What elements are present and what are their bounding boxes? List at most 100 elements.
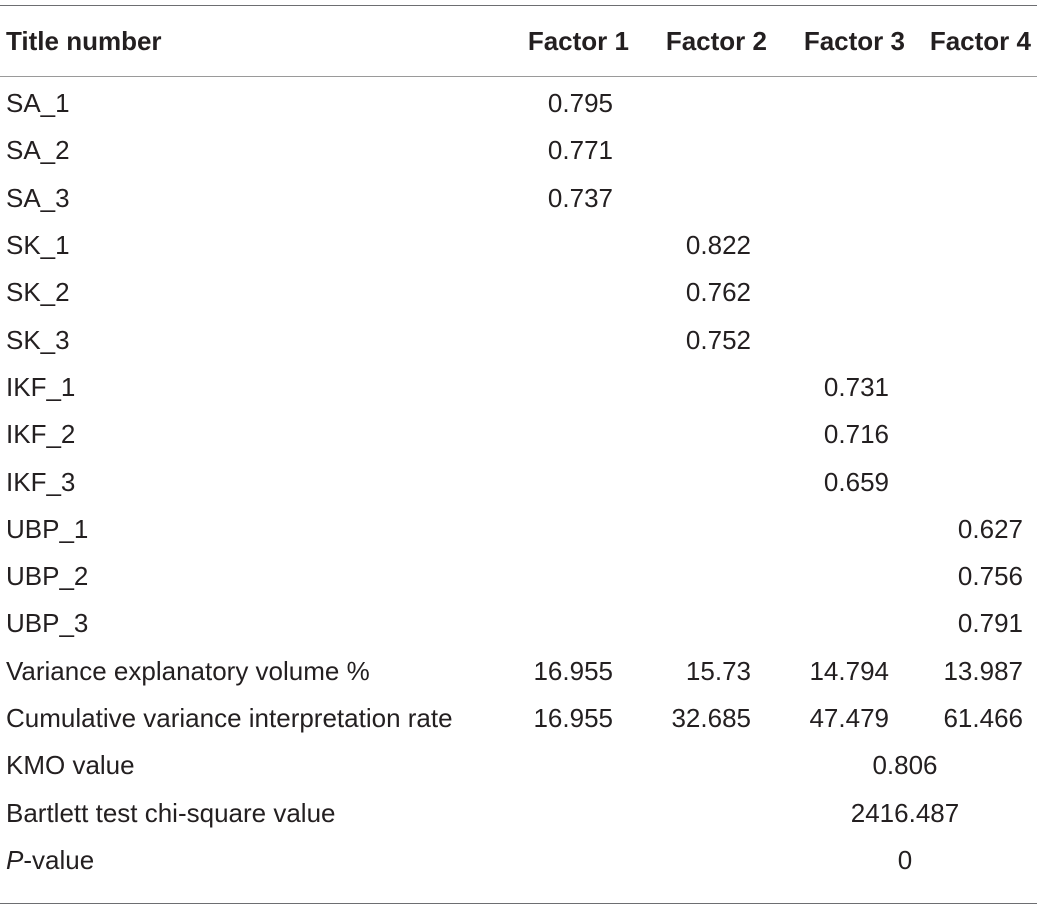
cell-factor-3 — [773, 175, 911, 222]
table-row: SA_1 0.795 — [0, 76, 1037, 127]
cell-empty — [635, 837, 773, 884]
table-row: SK_3 0.752 — [0, 316, 1037, 363]
cell-factor-1 — [497, 411, 635, 458]
cell-factor-1 — [497, 316, 635, 363]
cell-factor-4: 0.756 — [957, 561, 1023, 592]
cell-factor-1 — [497, 364, 635, 411]
cell-factor-2: 0.822 — [685, 230, 751, 261]
p-label-italic: P — [6, 844, 24, 875]
cell-factor-1: 0.737 — [547, 182, 613, 213]
row-label: KMO value — [6, 750, 135, 781]
cell-factor-1 — [497, 553, 635, 600]
cell-empty — [497, 789, 635, 836]
cell-factor-3 — [773, 506, 911, 553]
cell-factor-3: 14.794 — [809, 655, 889, 686]
cell-p-value: 0 — [897, 844, 913, 875]
table-row: IKF_1 0.731 — [0, 364, 1037, 411]
row-label: SK_3 — [6, 324, 70, 355]
table-row-variance: Variance explanatory volume % 16.955 15.… — [0, 648, 1037, 695]
cell-factor-3 — [773, 553, 911, 600]
cell-empty — [635, 742, 773, 789]
cell-factor-1 — [497, 600, 635, 647]
row-label: IKF_3 — [6, 466, 76, 497]
column-header-factor-1: Factor 1 — [527, 25, 629, 56]
cell-factor-4 — [911, 364, 1037, 411]
column-header-title-number: Title number — [6, 25, 162, 56]
cell-empty — [497, 742, 635, 789]
cell-factor-1: 16.955 — [533, 703, 613, 733]
cell-factor-4 — [911, 127, 1037, 174]
row-label: SA_3 — [6, 182, 70, 213]
row-label: UBP_2 — [6, 561, 89, 592]
cell-factor-2 — [635, 600, 773, 647]
table-row: SA_3 0.737 — [0, 175, 1037, 222]
cell-factor-4: 61.466 — [943, 703, 1023, 733]
cell-factor-4: 13.987 — [943, 655, 1023, 686]
cell-factor-2: 15.73 — [685, 655, 751, 686]
table-row-p-value: P-value 0 — [0, 837, 1037, 884]
cell-factor-3 — [773, 316, 911, 363]
cell-factor-1: 0.771 — [547, 135, 613, 166]
cell-factor-3 — [773, 127, 911, 174]
row-label: IKF_2 — [6, 419, 76, 450]
cell-factor-2 — [635, 553, 773, 600]
column-header-factor-2: Factor 2 — [665, 25, 767, 56]
factor-loading-table: Title number Factor 1 Factor 2 Factor 3 … — [0, 6, 1037, 884]
cell-factor-2 — [635, 364, 773, 411]
cell-factor-2: 0.752 — [685, 324, 751, 355]
table-bottom-rule — [0, 903, 1037, 904]
cell-empty — [635, 789, 773, 836]
row-label: Variance explanatory volume % — [6, 655, 370, 686]
cell-factor-4 — [911, 411, 1037, 458]
cell-factor-4 — [911, 316, 1037, 363]
cell-factor-3 — [773, 222, 911, 269]
table-row: IKF_3 0.659 — [0, 458, 1037, 505]
table-row: SK_2 0.762 — [0, 269, 1037, 316]
cell-factor-1 — [497, 222, 635, 269]
table-row: UBP_1 0.627 — [0, 506, 1037, 553]
cell-factor-3 — [773, 600, 911, 647]
row-label: UBP_3 — [6, 608, 89, 639]
column-header-factor-4: Factor 4 — [929, 25, 1031, 56]
table-row-bartlett: Bartlett test chi-square value 2416.487 — [0, 789, 1037, 836]
cell-factor-2 — [635, 411, 773, 458]
cell-factor-3: 0.659 — [823, 466, 889, 497]
cell-factor-2 — [635, 175, 773, 222]
cell-factor-3: 0.731 — [823, 371, 889, 402]
table-header-rule — [0, 76, 1037, 77]
row-label: SA_1 — [6, 88, 70, 119]
row-label: SK_2 — [6, 277, 70, 308]
table-row: UBP_3 0.791 — [0, 600, 1037, 647]
table-row: IKF_2 0.716 — [0, 411, 1037, 458]
cell-factor-4: 0.791 — [957, 608, 1023, 639]
cell-factor-1 — [497, 506, 635, 553]
cell-factor-4 — [911, 222, 1037, 269]
row-label: Cumulative variance interpretation rate — [6, 703, 453, 733]
cell-factor-2 — [635, 458, 773, 505]
row-label: SA_2 — [6, 135, 70, 166]
cell-factor-2 — [635, 76, 773, 127]
row-label: P-value — [0, 837, 497, 884]
table-header-row: Title number Factor 1 Factor 2 Factor 3 … — [0, 6, 1037, 76]
cell-factor-3: 0.716 — [823, 419, 889, 450]
cell-factor-3: 47.479 — [809, 703, 889, 733]
cell-factor-2: 32.685 — [671, 703, 751, 733]
cell-factor-4 — [911, 76, 1037, 127]
cell-factor-4: 0.627 — [957, 513, 1023, 544]
cell-factor-4 — [911, 269, 1037, 316]
table-top-rule — [0, 5, 1037, 6]
row-label: Bartlett test chi-square value — [6, 797, 336, 828]
cell-factor-1: 16.955 — [533, 655, 613, 686]
cell-factor-1 — [497, 458, 635, 505]
cell-factor-4 — [911, 175, 1037, 222]
p-label-rest: -value — [23, 844, 95, 875]
cell-factor-2: 0.762 — [685, 277, 751, 308]
table-row: SA_2 0.771 — [0, 127, 1037, 174]
cell-factor-2 — [635, 506, 773, 553]
cell-empty — [497, 837, 635, 884]
row-label: SK_1 — [6, 230, 70, 261]
cell-factor-4 — [911, 458, 1037, 505]
row-label: IKF_1 — [6, 371, 76, 402]
cell-factor-1: 0.795 — [547, 88, 613, 119]
